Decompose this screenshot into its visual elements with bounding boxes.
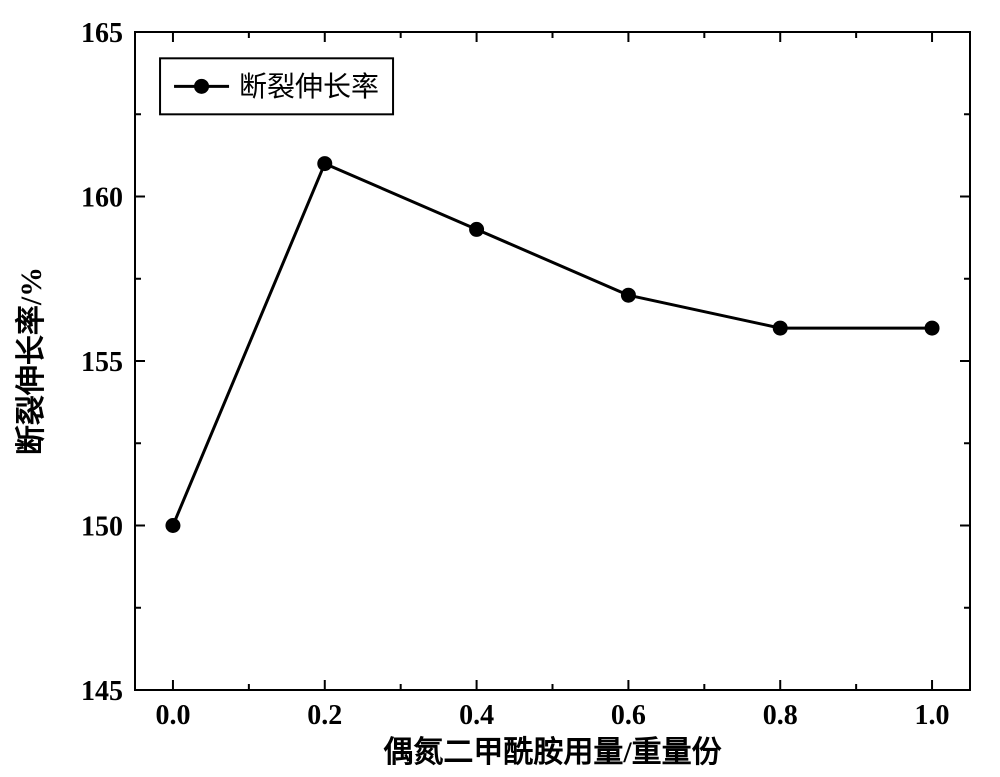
y-tick-label: 160 — [81, 182, 123, 213]
series-marker — [773, 321, 787, 335]
series-marker — [318, 157, 332, 171]
y-tick-label: 150 — [81, 511, 123, 542]
y-tick-label: 165 — [81, 18, 123, 49]
line-chart: 0.0 0.2 0.4 0.6 0.8 1.0 145 150 155 160 165 偶氮二甲酰胺用… — [0, 0, 1000, 777]
legend-label: 断裂伸长率 — [239, 71, 379, 103]
series-marker — [621, 288, 635, 302]
series-marker — [925, 321, 939, 335]
y-tick-label: 145 — [81, 676, 123, 707]
series-marker — [166, 519, 180, 533]
x-tick-label: 0.2 — [307, 700, 342, 731]
x-tick-label: 0.0 — [155, 700, 190, 731]
x-tick-label: 0.4 — [459, 700, 494, 731]
x-tick-label: 0.8 — [763, 700, 798, 731]
x-axis-label: 偶氮二甲酰胺用量/重量份 — [383, 736, 721, 769]
series-marker — [470, 222, 484, 236]
y-tick-label: 155 — [81, 347, 123, 378]
x-tick-label: 1.0 — [915, 700, 950, 731]
y-axis-label: 断裂伸长率/% — [15, 267, 48, 455]
chart-bg — [0, 0, 1000, 777]
x-tick-label: 0.6 — [611, 700, 646, 731]
legend-sample-marker — [195, 79, 209, 93]
chart-container: 0.0 0.2 0.4 0.6 0.8 1.0 145 150 155 160 165 偶氮二甲酰胺用… — [0, 0, 1000, 777]
